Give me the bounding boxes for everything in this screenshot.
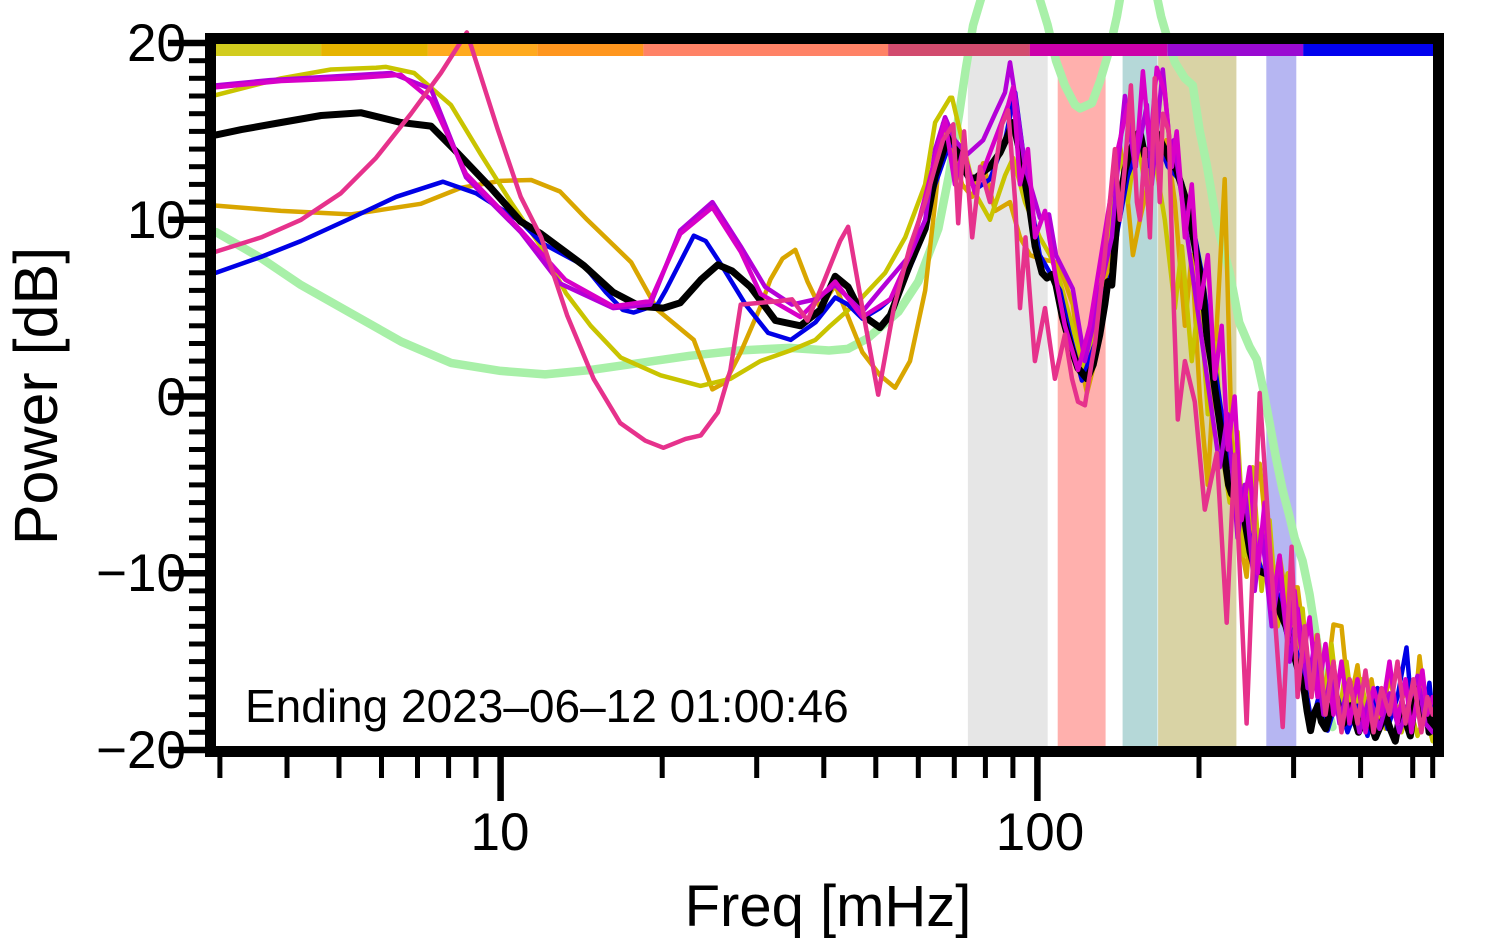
top-bar-segment-7 [1167, 44, 1304, 56]
y-tick-label-10: 10 [127, 191, 186, 250]
x-tick-label-10: 10 [471, 803, 530, 862]
y-tick-label-neg20: −20 [96, 721, 186, 780]
highlight-band-gray [967, 56, 1048, 746]
y-axis-title: Power [dB] [2, 247, 70, 545]
y-tick-label-neg10: −10 [96, 544, 186, 603]
chart-graphics [168, 0, 1444, 801]
series-deep-pink [213, 30, 1435, 735]
y-tick-label-0: 0 [157, 368, 186, 427]
top-bar-segment-8 [1303, 44, 1433, 56]
top-bar-segment-1 [321, 44, 428, 56]
top-bar-segment-2 [427, 44, 538, 56]
top-bar-segment-6 [1029, 44, 1168, 56]
x-tick-label-100: 100 [996, 803, 1084, 862]
highlight-band-pink [1057, 56, 1106, 746]
y-tick-label-20: 20 [127, 14, 186, 73]
ending-time-annotation: Ending 2023–06–12 01:00:46 [245, 680, 849, 732]
series-light-green [211, 0, 1337, 732]
x-axis-title: Freq [mHz] [685, 874, 972, 939]
top-bar-segment-3 [537, 44, 644, 56]
top-bar-segment-5 [888, 44, 1030, 56]
top-bar-segment-0 [216, 44, 322, 56]
top-bar-segment-4 [643, 44, 889, 56]
plot-frame [205, 33, 1444, 757]
